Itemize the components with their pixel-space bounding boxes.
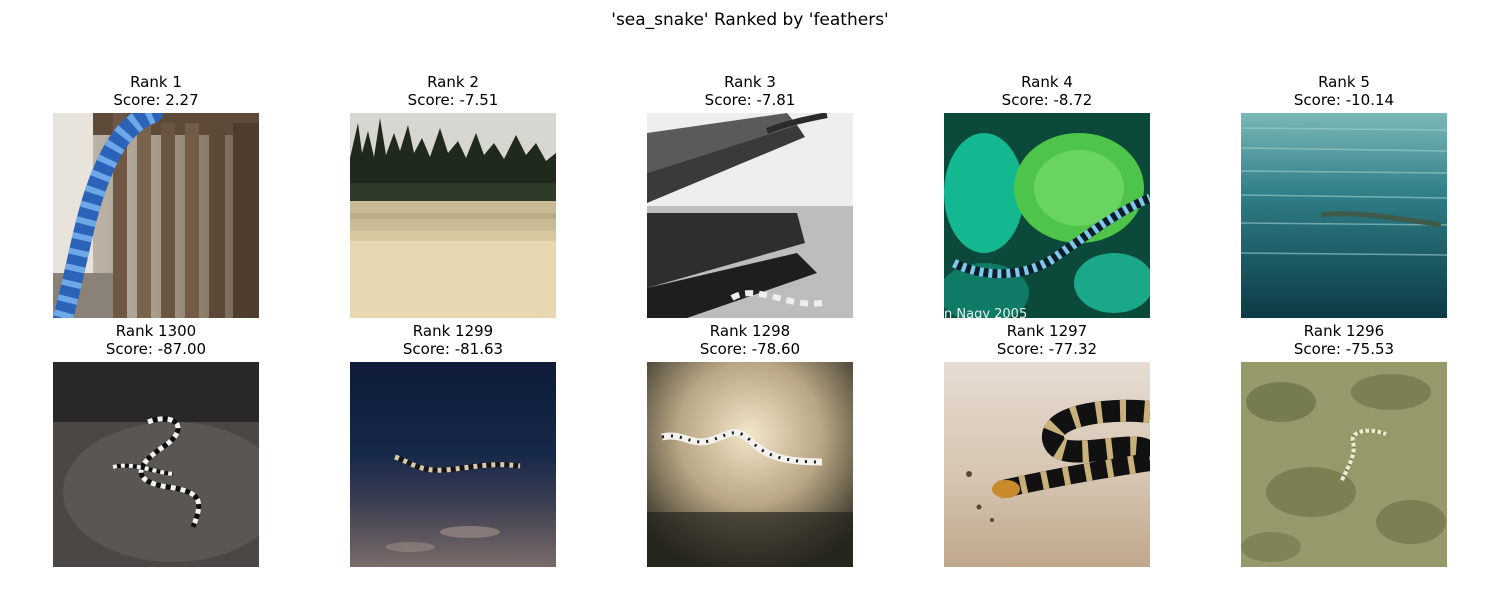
panel-caption: Rank 2 Score: -7.51 bbox=[290, 73, 616, 109]
score-label: Score: -87.00 bbox=[105, 340, 207, 358]
rank-label: Rank 1300 bbox=[115, 322, 197, 340]
panel-caption: Rank 1300 Score: -87.00 bbox=[0, 322, 319, 358]
rank-label: Rank 1 bbox=[130, 73, 182, 91]
black-and-yellow-snake-on-sand-photo bbox=[944, 362, 1150, 567]
panel-caption: Rank 1 Score: 2.27 bbox=[0, 73, 319, 109]
rank-label: Rank 1296 bbox=[1303, 322, 1385, 340]
rank-label: Rank 1297 bbox=[1006, 322, 1088, 340]
score-label: Score: -8.72 bbox=[1001, 91, 1093, 109]
panel-caption: Rank 5 Score: -10.14 bbox=[1181, 73, 1500, 109]
panel-caption: Rank 4 Score: -8.72 bbox=[884, 73, 1210, 109]
spotted-snake-under-torchlight-photo bbox=[647, 362, 853, 567]
rank-label: Rank 1299 bbox=[412, 322, 494, 340]
panel-caption: Rank 1299 Score: -81.63 bbox=[290, 322, 616, 358]
panel-caption: Rank 1298 Score: -78.60 bbox=[587, 322, 913, 358]
score-label: Score: 2.27 bbox=[113, 91, 199, 109]
snake-on-shore-at-night-photo bbox=[350, 362, 556, 567]
banded-snake-on-coral-photo: n Nagy 2005 bbox=[944, 113, 1150, 318]
banded-snake-on-dark-rock-photo bbox=[53, 362, 259, 567]
score-label: Score: -78.60 bbox=[699, 340, 801, 358]
score-label: Score: -81.63 bbox=[402, 340, 504, 358]
score-label: Score: -10.14 bbox=[1293, 91, 1395, 109]
rank-label: Rank 4 bbox=[1021, 73, 1073, 91]
snake-in-open-water-photo bbox=[1241, 113, 1447, 318]
score-label: Score: -77.32 bbox=[996, 340, 1098, 358]
rank-label: Rank 3 bbox=[724, 73, 776, 91]
sandy-beach-with-pine-trees-photo bbox=[350, 113, 556, 318]
pale-snake-on-seabed-photo bbox=[1241, 362, 1447, 567]
snake-beside-diving-fins-photo bbox=[647, 113, 853, 318]
panel-caption: Rank 3 Score: -7.81 bbox=[587, 73, 913, 109]
score-label: Score: -7.81 bbox=[704, 91, 796, 109]
panel-caption: Rank 1296 Score: -75.53 bbox=[1181, 322, 1500, 358]
watermark-text: n Nagy 2005 bbox=[944, 307, 1027, 318]
snake-on-wooden-railing-photo bbox=[53, 113, 259, 318]
rank-label: Rank 2 bbox=[427, 73, 479, 91]
rank-label: Rank 5 bbox=[1318, 73, 1370, 91]
figure-title: 'sea_snake' Ranked by 'feathers' bbox=[611, 10, 889, 30]
rank-label: Rank 1298 bbox=[709, 322, 791, 340]
panel-caption: Rank 1297 Score: -77.32 bbox=[884, 322, 1210, 358]
score-label: Score: -7.51 bbox=[407, 91, 499, 109]
score-label: Score: -75.53 bbox=[1293, 340, 1395, 358]
